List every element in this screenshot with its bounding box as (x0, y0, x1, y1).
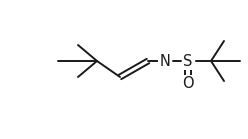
Text: N: N (159, 54, 170, 69)
Text: O: O (182, 76, 194, 91)
Text: S: S (183, 54, 193, 69)
